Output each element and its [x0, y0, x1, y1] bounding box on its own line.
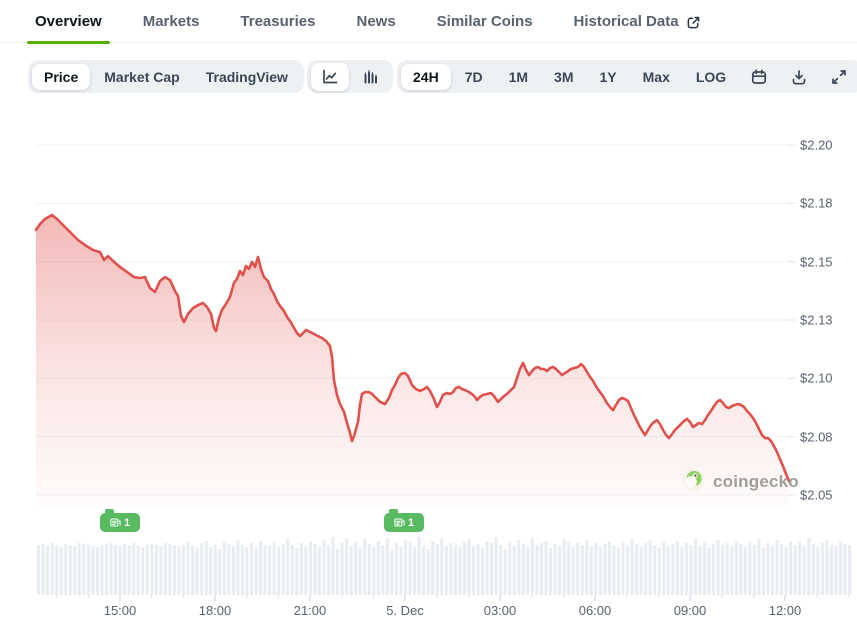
x-axis-label: 21:00: [293, 603, 327, 618]
expand-button[interactable]: [820, 63, 857, 91]
range-buttons: 24H 7D 1M 3M 1Y Max LOG: [401, 63, 738, 90]
tab-similar-coins[interactable]: Similar Coins: [437, 9, 533, 44]
metric-toggle-group: Price Market Cap TradingView: [28, 60, 304, 93]
x-axis-label: 09:00: [673, 603, 707, 618]
calendar-button[interactable]: [740, 63, 778, 91]
line-chart-button[interactable]: [311, 62, 349, 91]
download-icon: [790, 68, 808, 86]
price-area-fill: [36, 215, 789, 506]
tab-bar: Overview Markets Treasuries News Similar Coi…: [27, 9, 701, 44]
y-axis-label: $2.15: [800, 254, 833, 270]
calendar-icon: [750, 68, 768, 86]
external-link-icon: [686, 15, 701, 30]
tabbar-divider: [0, 42, 857, 43]
tab-label: Treasuries: [240, 13, 316, 30]
tab-overview[interactable]: Overview: [27, 9, 110, 44]
x-axis-label: 12:00: [768, 603, 802, 618]
coingecko-logo-icon: [681, 467, 706, 497]
range-1m-button[interactable]: 1M: [497, 64, 540, 90]
download-button[interactable]: [780, 63, 818, 91]
coingecko-watermark: coingecko: [681, 467, 799, 497]
price-button[interactable]: Price: [32, 63, 91, 90]
tab-label: Similar Coins: [436, 13, 533, 30]
y-axis-label: $2.08: [800, 429, 833, 445]
y-axis-label: $2.18: [800, 195, 833, 211]
range-7d-button[interactable]: 7D: [453, 64, 495, 90]
time-range-group: 24H 7D 1M 3M 1Y Max LOG: [397, 60, 857, 93]
x-axis-label: 06:00: [578, 603, 612, 618]
newspaper-icon: [110, 517, 121, 528]
x-axis-ticks: [56, 595, 849, 601]
tab-label: Historical Data: [573, 13, 679, 30]
chart-type-toggle-group: [307, 60, 393, 93]
y-axis-label: $2.05: [800, 487, 833, 503]
range-3m-button[interactable]: 3M: [542, 64, 585, 90]
tradingview-button[interactable]: TradingView: [194, 64, 300, 90]
candlestick-icon: [361, 68, 379, 86]
news-count: 1: [407, 516, 415, 529]
news-badge[interactable]: 1: [384, 509, 424, 532]
y-axis-label: $2.13: [800, 312, 833, 328]
tab-markets[interactable]: Markets: [143, 9, 200, 44]
tab-news[interactable]: News: [356, 9, 395, 44]
x-axis-label: 5. Dec: [386, 603, 424, 618]
newspaper-icon: [394, 517, 405, 528]
x-axis-label: 18:00: [198, 603, 232, 618]
price-line: [34, 213, 791, 483]
tab-label: Overview: [35, 13, 102, 30]
news-count: 1: [123, 516, 131, 529]
candlestick-chart-button[interactable]: [351, 63, 389, 91]
tab-historical-data[interactable]: Historical Data: [574, 9, 701, 44]
news-badge[interactable]: 1: [100, 509, 140, 532]
range-log-button[interactable]: LOG: [684, 64, 738, 90]
watermark-text: coingecko: [713, 472, 799, 491]
y-axis-label: $2.20: [800, 137, 833, 153]
line-chart-icon: [321, 68, 339, 86]
expand-icon: [830, 68, 848, 86]
x-axis-label: 03:00: [483, 603, 517, 618]
volume-bars: [37, 537, 852, 595]
x-axis-label: 15:00: [103, 603, 137, 618]
market-cap-button[interactable]: Market Cap: [92, 64, 191, 90]
range-max-button[interactable]: Max: [631, 64, 682, 90]
tab-treasuries[interactable]: Treasuries: [240, 9, 315, 44]
tab-label: News: [356, 13, 396, 30]
tab-label: Markets: [142, 13, 200, 30]
range-24h-button[interactable]: 24H: [401, 63, 451, 90]
y-axis-label: $2.10: [800, 370, 833, 386]
range-1y-button[interactable]: 1Y: [588, 64, 629, 90]
